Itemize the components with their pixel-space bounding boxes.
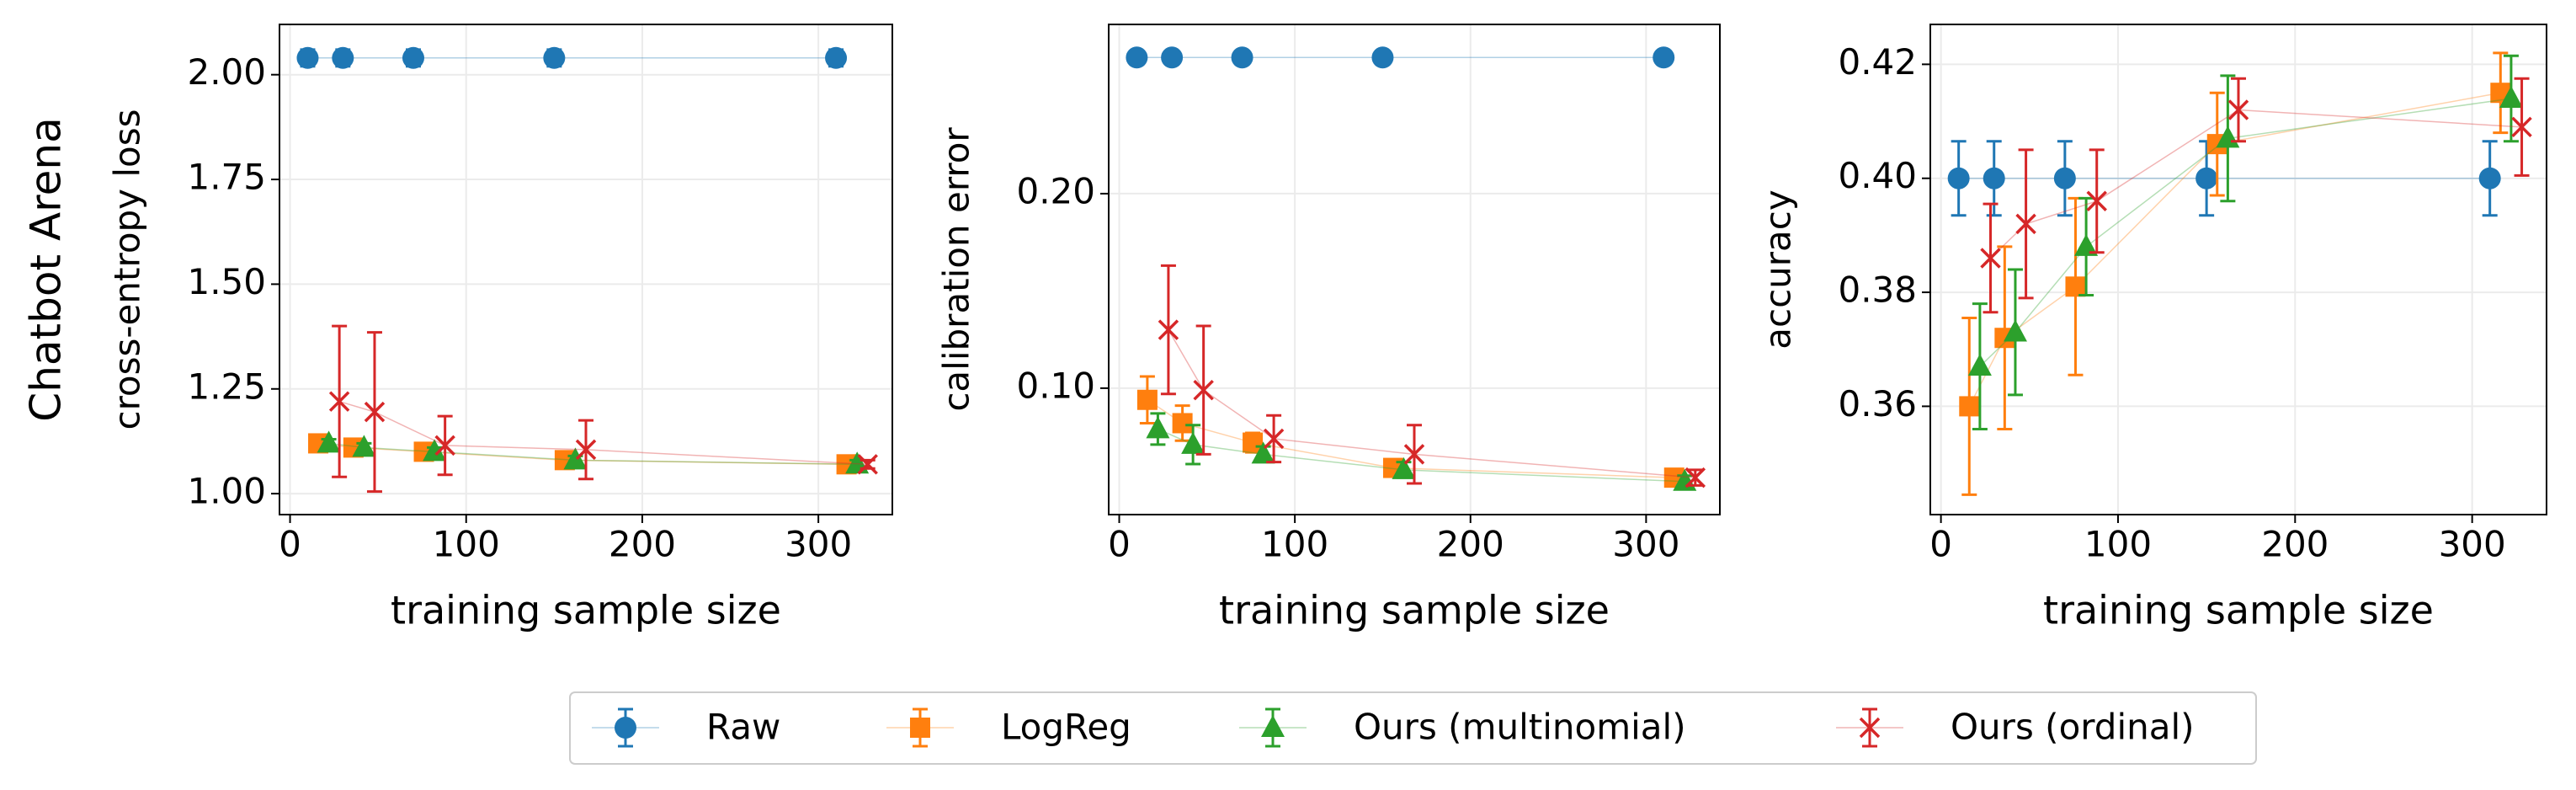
marker: [857, 454, 878, 475]
legend-label: LogReg: [1001, 707, 1131, 748]
marker: [434, 435, 455, 456]
marker: [1193, 379, 1214, 401]
x-tick-label: 300: [1612, 524, 1679, 565]
x-axis-label: training sample size: [2043, 588, 2434, 633]
marker: [543, 46, 566, 69]
legend-label: Ours (ordinal): [1951, 707, 2195, 748]
legend-marker: [1859, 717, 1881, 739]
marker: [1980, 248, 2001, 269]
marker: [2511, 116, 2532, 138]
y-tick-label: 0.40: [1838, 155, 1917, 196]
marker: [296, 46, 319, 69]
x-axis-label: training sample size: [391, 588, 781, 633]
y-tick-label: 1.50: [187, 261, 266, 302]
x-tick-label: 100: [2084, 524, 2152, 565]
x-tick-label: 100: [1261, 524, 1328, 565]
marker: [2074, 233, 2099, 256]
marker: [364, 401, 386, 423]
marker: [1251, 441, 1275, 464]
marker: [563, 447, 588, 470]
marker: [2478, 167, 2501, 189]
y-tick-label: 0.42: [1838, 41, 1917, 83]
marker: [402, 46, 424, 69]
legend-label: Ours (multinomial): [1354, 707, 1686, 748]
marker: [1263, 428, 1285, 450]
marker: [352, 435, 376, 457]
marker: [2227, 99, 2249, 120]
x-tick-label: 0: [1929, 524, 1952, 565]
marker: [317, 430, 341, 453]
marker: [1685, 467, 1706, 488]
marker: [1371, 46, 1394, 69]
marker: [1231, 46, 1253, 69]
x-tick-label: 0: [279, 524, 301, 565]
x-tick-label: 200: [2261, 524, 2329, 565]
marker: [2003, 319, 2027, 342]
marker: [1947, 167, 1970, 189]
marker: [1983, 167, 2005, 189]
series-line: [1147, 399, 1674, 478]
marker: [2053, 167, 2076, 189]
marker: [1403, 444, 1425, 465]
marker: [1158, 319, 1179, 340]
x-tick-label: 300: [785, 524, 852, 565]
legend-label: Raw: [706, 707, 780, 748]
marker: [575, 439, 597, 461]
marker: [423, 439, 447, 462]
marker: [2499, 85, 2523, 108]
y-tick-label: 0.10: [1016, 365, 1095, 406]
y-tick-label: 2.00: [187, 51, 266, 93]
plot-frame: [279, 24, 893, 515]
y-tick-label: 1.75: [187, 157, 266, 198]
marker: [1959, 396, 1980, 417]
series-line: [1168, 329, 1695, 478]
y-axis-label: accuracy: [1758, 189, 1799, 350]
plot-frame: [1929, 24, 2547, 515]
y-tick-label: 0.36: [1838, 383, 1917, 424]
marker: [1172, 413, 1193, 434]
marker: [2065, 276, 2086, 297]
marker: [1146, 416, 1170, 439]
legend-box: [569, 691, 2257, 765]
x-axis-label: training sample size: [1219, 588, 1610, 633]
x-tick-label: 200: [1437, 524, 1504, 565]
legend-marker: [1261, 715, 1285, 737]
row-label: Chatbot Arena: [22, 117, 71, 421]
marker: [332, 46, 354, 69]
x-tick-label: 300: [2439, 524, 2506, 565]
marker: [1126, 46, 1148, 69]
plot-frame: [1108, 24, 1721, 515]
y-tick-label: 1.25: [187, 366, 266, 407]
marker: [2015, 213, 2036, 235]
y-tick-label: 0.38: [1838, 270, 1917, 311]
y-axis-label: calibration error: [936, 127, 977, 412]
marker: [825, 46, 848, 69]
y-tick-label: 1.00: [187, 471, 266, 512]
marker: [328, 391, 350, 412]
marker: [2195, 167, 2218, 189]
y-tick-label: 0.20: [1016, 170, 1095, 211]
legend-marker: [615, 717, 636, 739]
marker: [1161, 46, 1184, 69]
x-tick-label: 0: [1108, 524, 1131, 565]
marker: [2086, 190, 2107, 212]
marker: [1181, 431, 1206, 454]
marker: [1967, 354, 1992, 376]
marker: [1392, 456, 1416, 479]
x-tick-label: 100: [433, 524, 500, 565]
y-axis-label: cross-entropy loss: [107, 109, 148, 430]
x-tick-label: 200: [609, 524, 676, 565]
legend-marker: [910, 718, 930, 738]
marker: [1653, 46, 1675, 69]
marker: [1136, 389, 1158, 410]
